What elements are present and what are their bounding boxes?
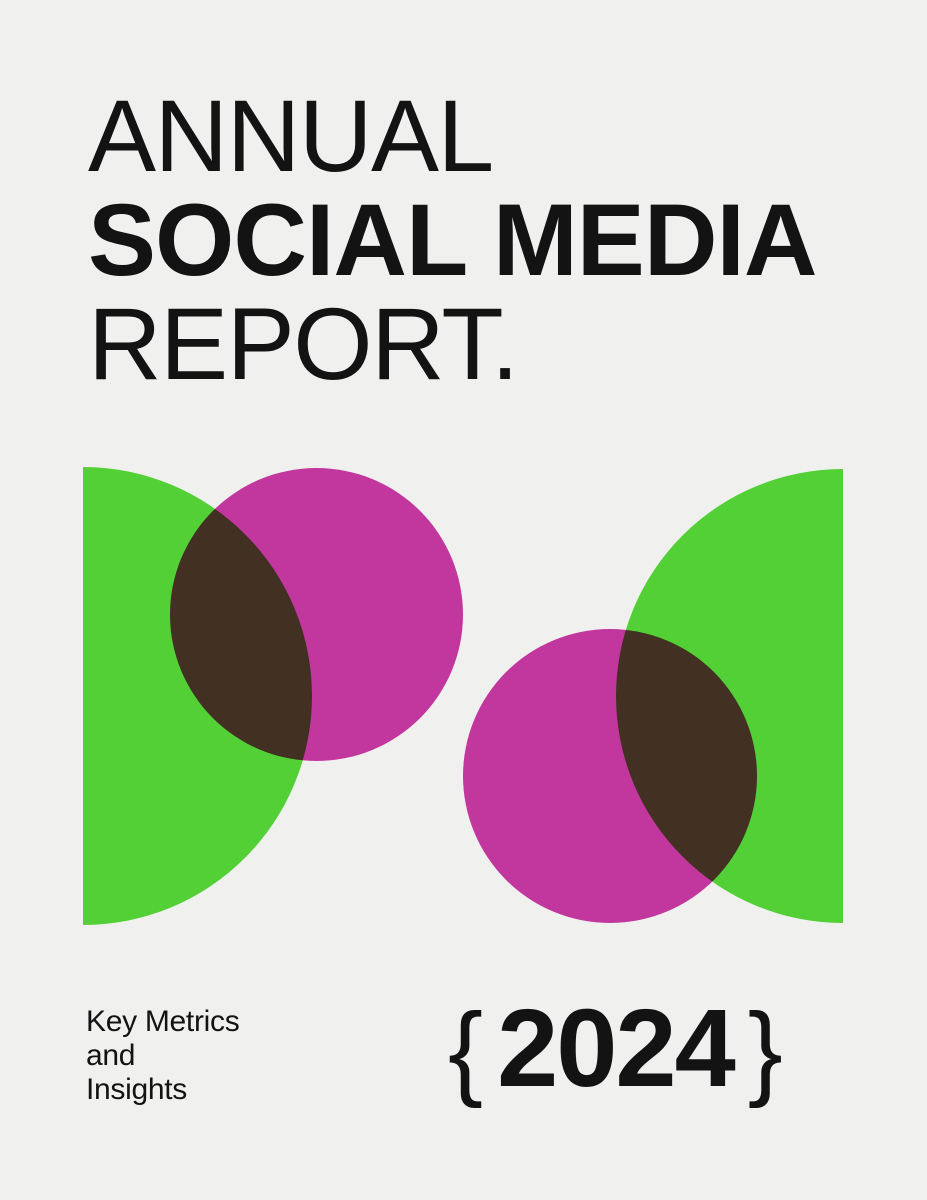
title-line-social-media: SOCIAL MEDIA xyxy=(88,183,817,297)
subtitle-caption: Key Metrics and Insights xyxy=(86,1005,240,1107)
report-title: ANNUAL SOCIAL MEDIA REPORT. xyxy=(88,84,817,396)
year-badge: {2024} xyxy=(448,994,783,1132)
title-line-annual: ANNUAL xyxy=(88,79,494,193)
title-line-report: REPORT. xyxy=(88,287,519,401)
magenta-circle-right xyxy=(463,629,757,923)
subtitle-line-3: Insights xyxy=(86,1073,187,1106)
subtitle-line-2: and xyxy=(86,1039,136,1072)
open-brace-glyph: { xyxy=(448,992,484,1109)
year-value: 2024 xyxy=(497,987,736,1110)
close-brace-glyph: } xyxy=(747,992,783,1109)
subtitle-line-1: Key Metrics xyxy=(86,1005,240,1038)
magenta-circle-left xyxy=(170,468,463,761)
